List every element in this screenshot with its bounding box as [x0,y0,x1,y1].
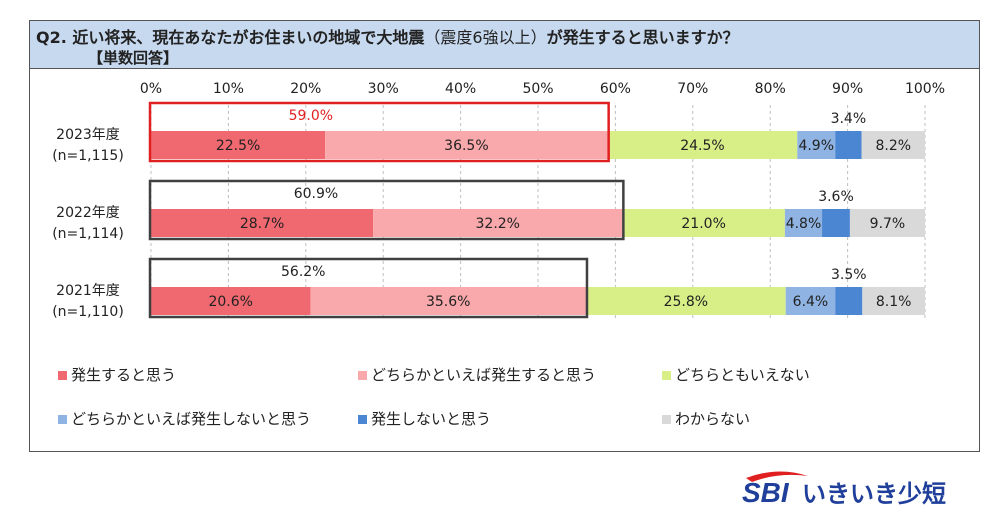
data-label: 21.0% [681,216,725,232]
data-label: 24.5% [680,138,724,154]
category-label-year: 2023年度 [56,127,120,143]
logo-sbi-text: SBI [742,477,790,508]
legend-swatch [58,415,67,424]
legend-label: どちらかといえば発生すると思う [371,366,596,384]
logo-swoosh [746,471,808,482]
total-box [148,257,589,319]
x-tick-label: 0% [140,81,162,97]
legend-label: どちらともいえない [675,366,810,384]
data-label: 6.4% [793,294,829,310]
total-label: 59.0% [289,108,333,124]
bar-segment [785,287,836,315]
data-label: 4.8% [786,216,822,232]
bar-segment [835,287,863,315]
category-label-n: (n=1,114) [52,226,124,242]
legend-label: どちらかといえば発生しないと思う [71,410,311,428]
x-tick-label: 60% [600,81,631,97]
question-paren: （震度6強以上） [424,28,547,47]
x-tick-label: 10% [213,81,244,97]
bar-segment [607,131,798,159]
x-tick-label: 90% [832,81,863,97]
total-box [148,101,610,163]
bar-segment [849,209,925,237]
legend-swatch [358,415,367,424]
x-tick-label: 50% [522,81,553,97]
legend-label: わからない [675,410,750,428]
bar-segment [862,287,925,315]
x-tick-label: 100% [905,81,945,97]
data-label: 28.7% [240,216,284,232]
total-label: 60.9% [294,186,338,202]
category-label-n: (n=1,110) [52,304,124,320]
category-label-n: (n=1,115) [52,148,124,164]
bar-segment [622,209,785,237]
question-text: Q2. 近い将来、現在あなたがお住まいの地域で大地震 [36,28,425,47]
x-tick-label: 70% [677,81,708,97]
category-label-year: 2021年度 [56,283,120,299]
x-tick-label: 80% [755,81,786,97]
data-label: 35.6% [426,294,470,310]
data-label: 8.2% [875,138,911,154]
bar-segment [310,287,586,315]
data-label: 22.5% [216,138,260,154]
logo-jp-text: いきいき少短 [802,480,946,508]
bar-segment [585,287,786,315]
legend-label: 発生しないと思う [371,410,491,428]
data-label: 4.9% [798,138,834,154]
data-label: 3.4% [831,111,867,127]
bar-segment [151,131,326,159]
x-tick-label: 30% [368,81,399,97]
data-label: 3.6% [818,189,854,205]
bar-segment [373,209,623,237]
sbi-ikiiki-logo: SBI いきいき少短 [742,471,946,508]
answer-type: 【単数回答】 [88,49,179,67]
bar-segment [861,131,925,159]
bar-segment [835,131,862,159]
chart-frame: Q2. 近い将来、現在あなたがお住まいの地域で大地震（震度6強以上）が発生すると… [29,20,980,452]
data-label: 32.2% [476,216,520,232]
data-label: 3.5% [831,267,867,283]
question-title: Q2. 近い将来、現在あなたがお住まいの地域で大地震（震度6強以上）が発生すると… [36,24,739,48]
question-header: Q2. 近い将来、現在あなたがお住まいの地域で大地震（震度6強以上）が発生すると… [30,21,979,69]
legend-swatch [662,371,671,380]
data-label: 36.5% [444,138,488,154]
data-label: 9.7% [870,216,906,232]
data-label: 25.8% [664,294,708,310]
category-label-year: 2022年度 [56,205,120,221]
data-label: 20.6% [208,294,252,310]
x-tick-label: 40% [445,81,476,97]
total-label: 56.2% [281,264,325,280]
bar-segment [325,131,608,159]
bar-segment [151,287,311,315]
legend-swatch [358,371,367,380]
bar-segment [784,209,823,237]
legend-swatch [662,415,671,424]
bar-segment [151,209,374,237]
legend-label: 発生すると思う [71,366,176,384]
legend-swatch [58,371,67,380]
x-tick-label: 20% [290,81,321,97]
total-box [148,179,625,241]
bar-segment [797,131,836,159]
bar-segment [822,209,850,237]
data-label: 8.1% [876,294,912,310]
question-tail: が発生すると思いますか？ [546,28,739,47]
